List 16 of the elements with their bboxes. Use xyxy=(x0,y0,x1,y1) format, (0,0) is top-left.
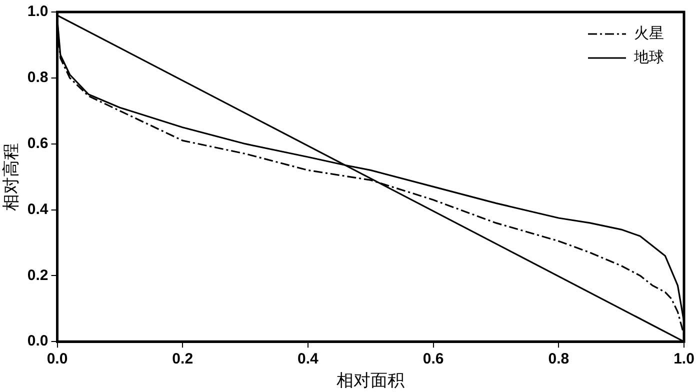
x-tick-label: 0.6 xyxy=(422,350,444,368)
y-tick-label: 0.2 xyxy=(27,266,48,284)
x-tick-label: 0.0 xyxy=(46,350,68,368)
y-tick-label: 1.0 xyxy=(27,3,48,20)
y-tick-label: 0.0 xyxy=(27,332,48,350)
x-tick-label: 0.4 xyxy=(298,350,320,368)
x-tick-label: 0.2 xyxy=(172,350,194,368)
legend-label: 火星 xyxy=(634,24,664,42)
legend-label: 地球 xyxy=(633,48,664,66)
y-tick-label: 0.8 xyxy=(27,69,48,86)
x-tick-label: 1.0 xyxy=(674,350,694,368)
y-axis-title: 相对高程 xyxy=(2,142,22,211)
y-tick-label: 0.4 xyxy=(27,200,49,218)
y-tick-label: 0.6 xyxy=(27,134,48,152)
x-axis-title: 相对面积 xyxy=(336,371,405,392)
x-tick-label: 0.8 xyxy=(548,350,570,368)
